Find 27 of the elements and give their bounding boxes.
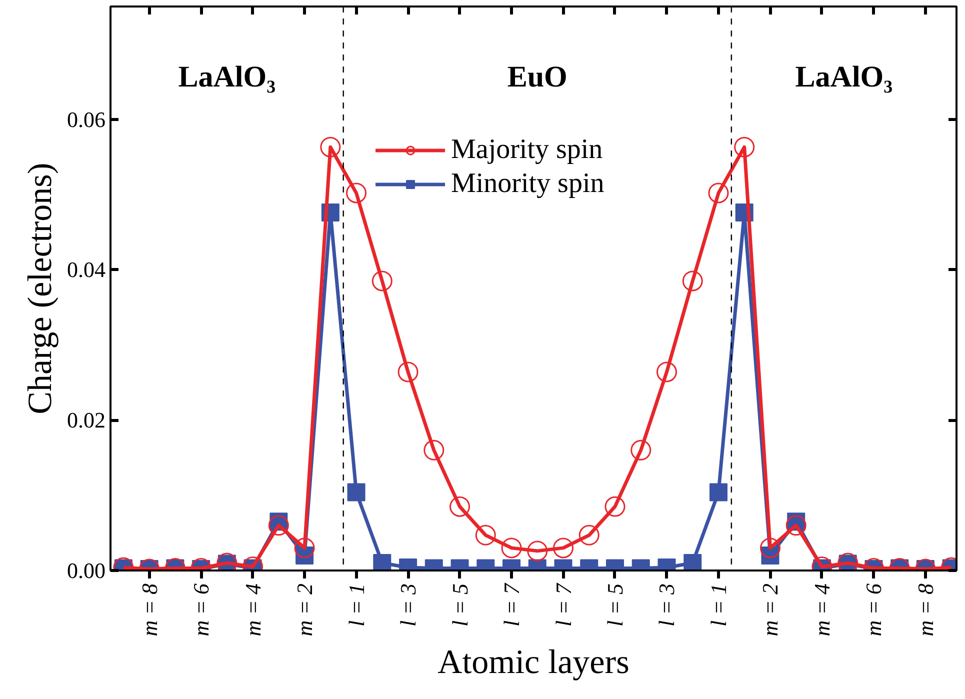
legend-label: Minority spin: [451, 168, 604, 200]
y-tick-label: 0.04: [67, 257, 106, 282]
x-tick-label: l = 5: [447, 583, 472, 626]
x-tick-label: m = 6: [861, 584, 886, 636]
y-tick-label: 0.06: [67, 106, 106, 132]
x-tick-label: m = 4: [240, 584, 266, 636]
x-tick-label: l = 1: [706, 583, 731, 626]
y-axis-title: Charge (electrons): [22, 162, 59, 414]
x-tick-label: m = 4: [809, 584, 834, 636]
y-tick-label: 0.00: [67, 558, 106, 583]
legend-label: Majority spin: [451, 134, 603, 166]
annotation: LaAlO₃: [178, 60, 276, 94]
x-tick-label: l = 3: [654, 583, 680, 626]
y-tick-label: 0.02: [67, 408, 106, 433]
annotation: LaAlO₃: [795, 60, 893, 94]
x-axis-title: Atomic layers: [438, 644, 630, 682]
x-tick-label: l = 7: [499, 582, 524, 626]
x-tick-label: m = 8: [912, 584, 938, 636]
x-tick-label: m = 2: [758, 584, 783, 636]
x-tick-label: l = 7: [550, 582, 576, 626]
x-tick-label: m = 6: [188, 584, 214, 636]
x-tick-label: l = 1: [344, 583, 369, 626]
x-tick-label: l = 5: [602, 583, 628, 626]
annotation: EuO: [507, 60, 568, 94]
x-tick-label: m = 8: [136, 584, 162, 636]
x-tick-label: l = 3: [396, 583, 421, 626]
x-tick-label: m = 2: [292, 584, 318, 636]
